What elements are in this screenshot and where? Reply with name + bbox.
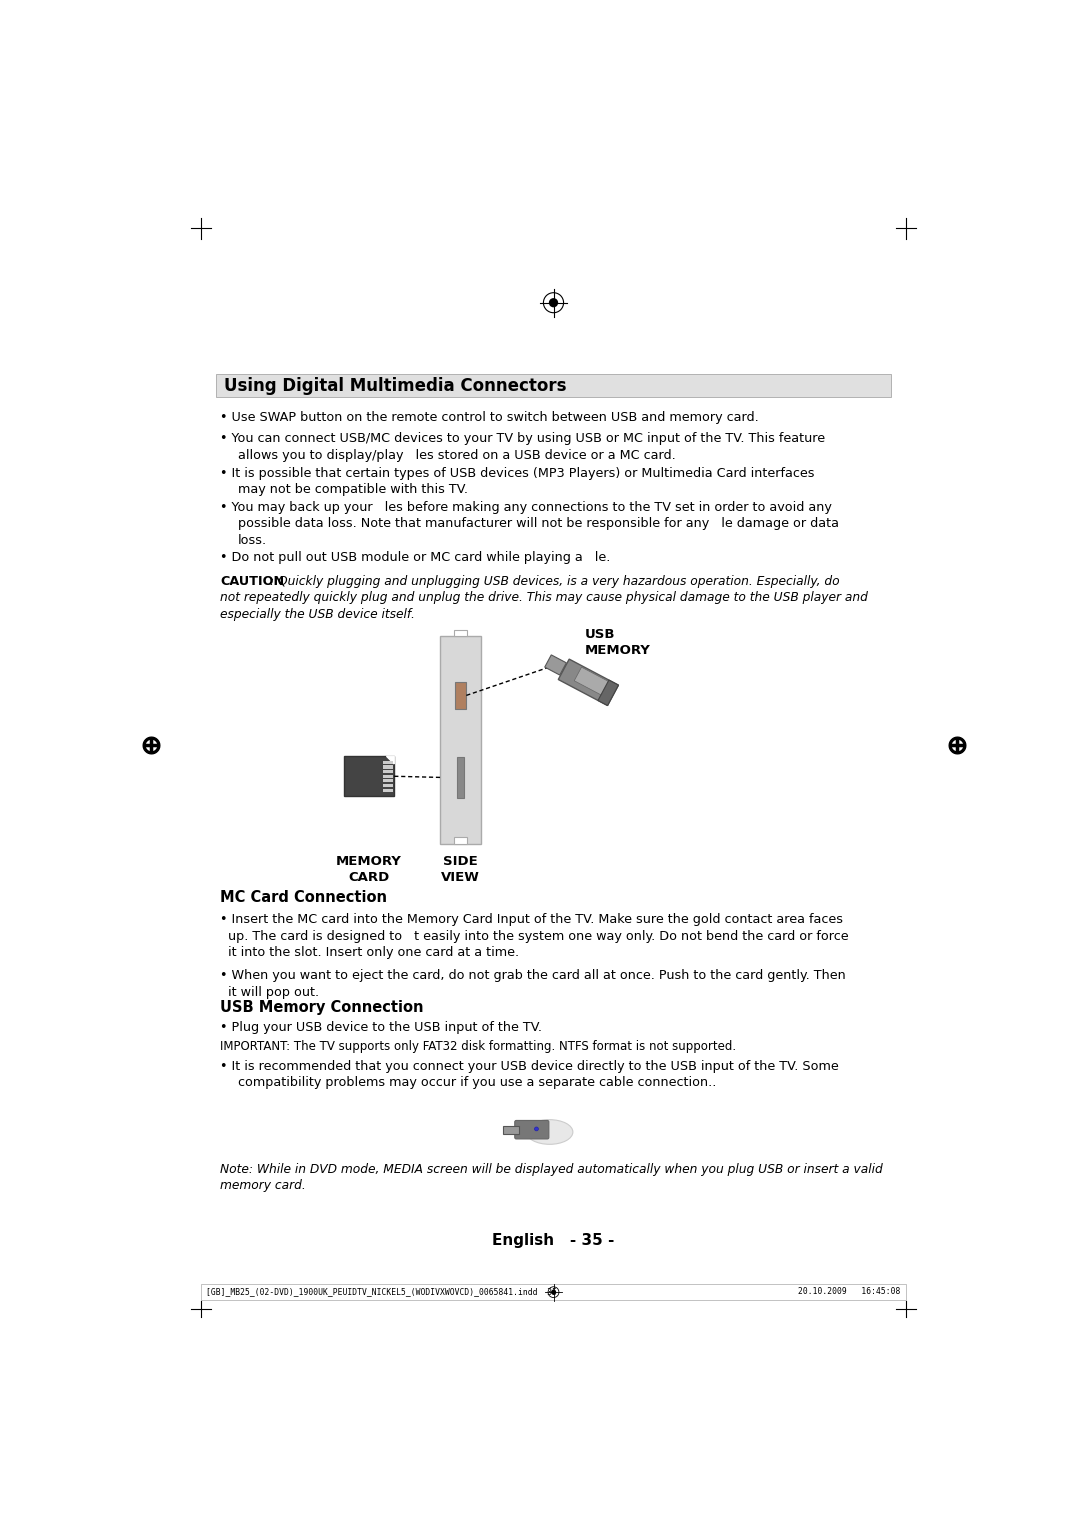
- Text: Note: While in DVD mode, MEDIA screen will be displayed automatically when you p: Note: While in DVD mode, MEDIA screen wi…: [220, 1163, 883, 1177]
- Text: [GB]_MB25_(02-DVD)_1900UK_PEUIDTV_NICKEL5_(WODIVXWOVCD)_0065841.indd  35: [GB]_MB25_(02-DVD)_1900UK_PEUIDTV_NICKEL…: [206, 1287, 557, 1296]
- Bar: [383, 766, 393, 769]
- Text: allows you to display/play   les stored on a USB device or a MC card.: allows you to display/play les stored on…: [238, 449, 676, 461]
- Text: • Insert the MC card into the Memory Card Input of the TV. Make sure the gold co: • Insert the MC card into the Memory Car…: [220, 914, 843, 926]
- Text: SIDE
VIEW: SIDE VIEW: [441, 854, 480, 883]
- Bar: [383, 770, 393, 773]
- Bar: [383, 779, 393, 782]
- Bar: [216, 374, 891, 397]
- Polygon shape: [387, 756, 394, 764]
- Polygon shape: [575, 668, 610, 695]
- Text: : Quickly plugging and unplugging USB devices, is a very hazardous operation. Es: : Quickly plugging and unplugging USB de…: [270, 575, 839, 588]
- Text: USB Memory Connection: USB Memory Connection: [220, 999, 423, 1015]
- Polygon shape: [544, 656, 566, 675]
- Bar: [343, 756, 394, 796]
- Text: MC Card Connection: MC Card Connection: [220, 891, 388, 905]
- Polygon shape: [558, 659, 619, 706]
- Text: • It is possible that certain types of USB devices (MP3 Players) or Multimedia C: • It is possible that certain types of U…: [220, 466, 814, 480]
- Bar: [455, 837, 467, 843]
- Text: USB
MEMORY: USB MEMORY: [584, 628, 650, 657]
- Text: especially the USB device itself.: especially the USB device itself.: [220, 608, 415, 620]
- Text: not repeatedly quickly plug and unplug the drive. This may cause physical damage: not repeatedly quickly plug and unplug t…: [220, 591, 868, 604]
- Bar: [503, 1126, 518, 1134]
- Polygon shape: [598, 680, 619, 706]
- Text: memory card.: memory card.: [220, 1180, 306, 1192]
- Bar: [458, 756, 463, 798]
- Bar: [383, 788, 393, 792]
- Text: • When you want to eject the card, do not grab the card all at once. Push to the: • When you want to eject the card, do no…: [220, 969, 846, 983]
- Bar: [383, 761, 393, 764]
- Text: MEMORY
CARD: MEMORY CARD: [336, 854, 402, 883]
- Bar: [383, 775, 393, 778]
- Ellipse shape: [526, 1120, 572, 1144]
- Text: Using Digital Multimedia Connectors: Using Digital Multimedia Connectors: [225, 377, 567, 394]
- Text: CAUTION: CAUTION: [220, 575, 284, 588]
- FancyBboxPatch shape: [515, 1120, 549, 1138]
- Text: • Use SWAP button on the remote control to switch between USB and memory card.: • Use SWAP button on the remote control …: [220, 411, 759, 423]
- Circle shape: [549, 298, 558, 307]
- Text: English   - 35 -: English - 35 -: [492, 1233, 615, 1248]
- Text: may not be compatible with this TV.: may not be compatible with this TV.: [238, 483, 468, 497]
- Bar: [441, 636, 481, 843]
- Text: • You may back up your   les before making any connections to the TV set in orde: • You may back up your les before making…: [220, 501, 832, 513]
- Text: • Do not pull out USB module or MC card while playing a   le.: • Do not pull out USB module or MC card …: [220, 550, 610, 564]
- Text: IMPORTANT: The TV supports only FAT32 disk formatting. NTFS format is not suppor: IMPORTANT: The TV supports only FAT32 di…: [220, 1039, 737, 1053]
- Text: compatibility problems may occur if you use a separate cable connection..: compatibility problems may occur if you …: [238, 1076, 716, 1089]
- Text: loss.: loss.: [238, 533, 267, 547]
- Bar: [455, 683, 467, 709]
- Text: it into the slot. Insert only one card at a time.: it into the slot. Insert only one card a…: [220, 946, 519, 960]
- Text: possible data loss. Note that manufacturer will not be responsible for any   le : possible data loss. Note that manufactur…: [238, 516, 839, 530]
- Circle shape: [535, 1128, 539, 1131]
- Bar: [455, 630, 467, 636]
- Text: it will pop out.: it will pop out.: [220, 986, 320, 999]
- Circle shape: [551, 1290, 556, 1294]
- Bar: [201, 1285, 906, 1300]
- Text: up. The card is designed to   t easily into the system one way only. Do not bend: up. The card is designed to t easily int…: [220, 931, 849, 943]
- Text: 20.10.2009   16:45:08: 20.10.2009 16:45:08: [798, 1287, 901, 1296]
- Text: • You can connect USB/MC devices to your TV by using USB or MC input of the TV. : • You can connect USB/MC devices to your…: [220, 432, 825, 445]
- Text: • Plug your USB device to the USB input of the TV.: • Plug your USB device to the USB input …: [220, 1021, 542, 1034]
- Text: • It is recommended that you connect your USB device directly to the USB input o: • It is recommended that you connect you…: [220, 1059, 839, 1073]
- Bar: [383, 784, 393, 787]
